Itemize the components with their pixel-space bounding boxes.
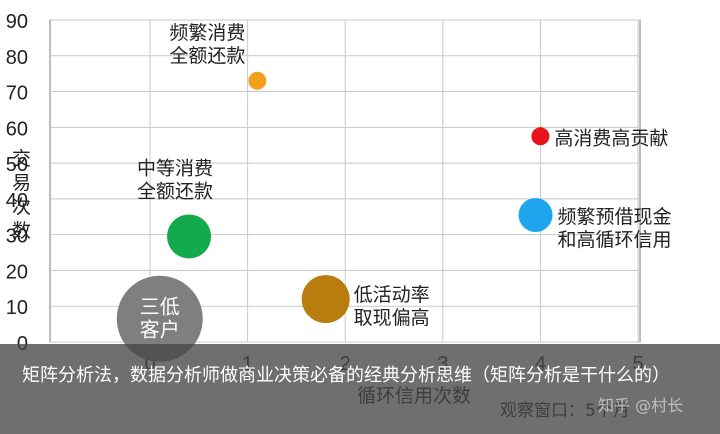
y-tick-label: 50 xyxy=(6,154,28,176)
data-label: 三低客户 xyxy=(140,295,180,342)
y-tick-label: 40 xyxy=(6,190,28,212)
caption-text: 矩阵分析法，数据分析师做商业决策必备的经典分析思维（矩阵分析是干什么的） xyxy=(22,365,670,386)
y-tick-label: 60 xyxy=(6,118,28,140)
data-point xyxy=(167,214,212,259)
y-tick-label: 80 xyxy=(6,47,28,69)
y-axis-label: 交易次数 xyxy=(12,148,31,242)
y-tick-label: 20 xyxy=(6,261,28,283)
y-tick-label: 10 xyxy=(6,297,28,319)
data-point xyxy=(301,275,350,324)
data-label: 高消费高贡献 xyxy=(554,127,668,149)
data-point xyxy=(531,127,550,146)
data-point xyxy=(518,197,553,232)
y-tick-label: 70 xyxy=(6,83,28,105)
data-label: 频繁消费全额还款 xyxy=(169,22,245,67)
data-point xyxy=(116,275,203,362)
y-tick-label: 30 xyxy=(6,226,28,248)
data-label: 频繁预借现金和高循环信用 xyxy=(558,206,672,251)
watermark: 知乎 @村长 xyxy=(598,396,684,415)
data-label: 低活动率取现偏高 xyxy=(354,284,430,329)
y-tick-label: 90 xyxy=(6,11,28,33)
caption-banner xyxy=(0,344,720,434)
data-label: 中等消费全额还款 xyxy=(137,157,213,202)
data-point xyxy=(248,71,267,90)
